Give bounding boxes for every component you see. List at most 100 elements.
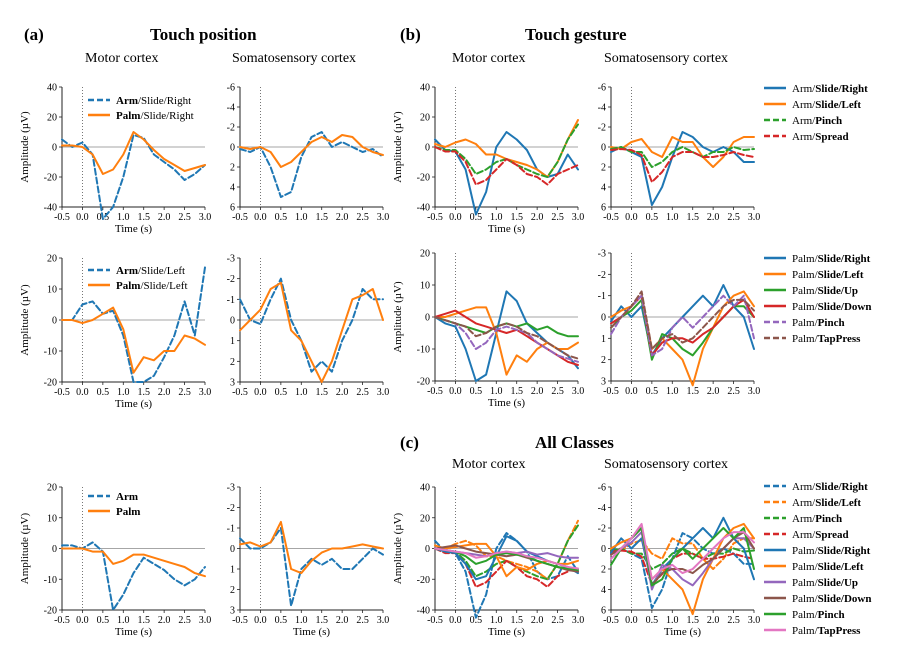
- series-line-arm: [239, 527, 384, 607]
- x-tick-label: 0.5: [275, 387, 288, 398]
- series-line-palm-slide-down: [434, 309, 579, 366]
- x-tick-label: -0.5: [427, 212, 443, 223]
- y-tick-label: 4: [601, 585, 606, 596]
- x-tick-label: 1.0: [666, 386, 679, 397]
- y-tick-label: 2: [230, 163, 235, 174]
- y-tick-label: -20: [417, 173, 430, 184]
- panel-a-title: Touch position: [150, 25, 257, 44]
- x-tick-label: 0.0: [449, 615, 462, 626]
- series-line-arm-slide-right: [610, 131, 755, 206]
- x-tick-label: 0.0: [76, 615, 89, 626]
- x-tick-label: -0.5: [603, 386, 619, 397]
- y-tick-label: -2: [598, 270, 606, 281]
- x-tick-label: 0.5: [275, 615, 288, 626]
- series-line-palm-slide-left: [239, 281, 384, 383]
- x-tick-label: 1.0: [666, 615, 679, 626]
- y-tick-label: 0: [52, 316, 57, 327]
- plot-b-row2-motor: -0.5 0.0 0.5 1.0 1.5 2.0 2.5 3.0 20 10 0 -10 -20 Time…: [392, 249, 584, 410]
- x-tick-label: 2.5: [178, 615, 191, 626]
- x-tick-label: 2.0: [158, 212, 171, 223]
- legend-label: Palm/Slide/Up: [792, 577, 858, 589]
- series-line-palm-slide-right: [434, 290, 579, 382]
- x-tick-label: 1.0: [117, 212, 130, 223]
- y-tick-label: 1: [230, 565, 235, 576]
- series-line-arm-pinch: [610, 146, 755, 168]
- x-tick-label: 0.0: [254, 615, 267, 626]
- series-line-arm-slide-right: [61, 134, 206, 220]
- x-tick-label: 0.0: [76, 212, 89, 223]
- x-axis-label: Time (s): [488, 397, 526, 409]
- x-tick-label: 1.5: [137, 387, 150, 398]
- x-tick-label: 1.0: [666, 212, 679, 223]
- x-tick-label: 2.0: [158, 615, 171, 626]
- plot-b-row1-somato: -0.5 0.0 0.5 1.0 1.5 2.0 2.5 3.0 -6 -4 -2 0 2 4 6: [598, 83, 761, 224]
- x-tick-label: 1.0: [490, 615, 503, 626]
- legend-label: Palm/Pinch: [792, 609, 845, 621]
- legend-label: Palm: [116, 506, 140, 518]
- x-axis-label: Time (s): [488, 223, 526, 235]
- y-tick-label: 0: [52, 143, 57, 154]
- y-tick-label: 0: [52, 544, 57, 555]
- legend-b-row2: Palm/Slide/Right Palm/Slide/Left Palm/Slid…: [764, 253, 871, 345]
- y-tick-label: 3: [230, 606, 235, 617]
- series-line-arm-spread: [434, 146, 579, 186]
- y-tick-label: 10: [47, 285, 57, 296]
- x-tick-label: 2.5: [727, 212, 740, 223]
- y-tick-label: 0: [230, 316, 235, 327]
- x-tick-label: -0.5: [232, 387, 248, 398]
- x-tick-label: -0.5: [54, 615, 70, 626]
- y-tick-label: 3: [601, 377, 606, 388]
- series-line-arm-slide-left: [239, 277, 384, 373]
- legend-label: Palm/Slide/Right: [792, 253, 871, 265]
- x-tick-label: 2.0: [707, 615, 720, 626]
- y-tick-label: -10: [417, 345, 430, 356]
- series-line-palm-tappress: [610, 522, 755, 581]
- legend-label: Palm/Slide/Down: [792, 593, 871, 605]
- x-tick-label: 1.0: [117, 387, 130, 398]
- series-line-arm-spread: [610, 549, 755, 586]
- y-tick-label: 40: [420, 83, 430, 94]
- plot-c-somato: -0.5 0.0 0.5 1.0 1.5 2.0 2.5 3.0 -6 -4 -2 0 2 4 6 Time …: [598, 483, 761, 639]
- y-tick-label: -4: [598, 503, 606, 514]
- x-tick-label: 0.0: [76, 387, 89, 398]
- y-tick-label: -2: [227, 503, 235, 514]
- y-tick-label: -1: [227, 524, 235, 535]
- legend-label: Palm/Slide/Left: [792, 269, 864, 281]
- x-tick-label: 3.0: [199, 212, 212, 223]
- series-line-palm-slide-left: [434, 306, 579, 376]
- y-tick-label: 0: [230, 143, 235, 154]
- y-tick-label: 6: [230, 203, 235, 214]
- x-tick-label: 3.0: [748, 615, 761, 626]
- y-tick-label: -4: [598, 103, 606, 114]
- panel-b-title: Touch gesture: [525, 25, 627, 44]
- y-tick-label: -1: [227, 295, 235, 306]
- y-tick-label: -3: [227, 254, 235, 265]
- series-line-palm-tappress: [610, 290, 755, 350]
- x-tick-label: 2.5: [727, 386, 740, 397]
- x-tick-label: -0.5: [54, 212, 70, 223]
- x-tick-label: 2.5: [178, 387, 191, 398]
- x-tick-label: 1.5: [137, 615, 150, 626]
- y-tick-label: -10: [44, 575, 57, 586]
- plot-a-row3-somato: -0.5 0.0 0.5 1.0 1.5 2.0 2.5 3.0 -3 -2 -1 0 1 2 3 Time …: [227, 483, 390, 639]
- x-tick-label: 3.0: [377, 212, 390, 223]
- col-header-b-motor: Motor cortex: [452, 51, 525, 66]
- legend-label: Arm/Slide/Right: [792, 83, 868, 95]
- x-tick-label: 1.5: [686, 615, 699, 626]
- y-tick-label: 20: [47, 254, 57, 265]
- x-tick-label: 3.0: [748, 212, 761, 223]
- y-tick-label: -1: [598, 291, 606, 302]
- y-tick-label: -2: [227, 274, 235, 285]
- y-tick-label: -2: [598, 524, 606, 535]
- x-axis-label: Time (s): [488, 626, 526, 638]
- y-tick-label: 10: [47, 513, 57, 524]
- x-tick-label: 2.0: [531, 386, 544, 397]
- x-tick-label: 1.0: [490, 212, 503, 223]
- x-tick-label: 0.5: [97, 615, 110, 626]
- x-tick-label: 3.0: [572, 386, 585, 397]
- panel-c-title: All Classes: [535, 433, 614, 452]
- x-tick-label: 0.5: [646, 615, 659, 626]
- x-tick-label: 2.5: [551, 386, 564, 397]
- x-tick-label: 1.0: [295, 387, 308, 398]
- x-tick-label: 2.5: [356, 212, 369, 223]
